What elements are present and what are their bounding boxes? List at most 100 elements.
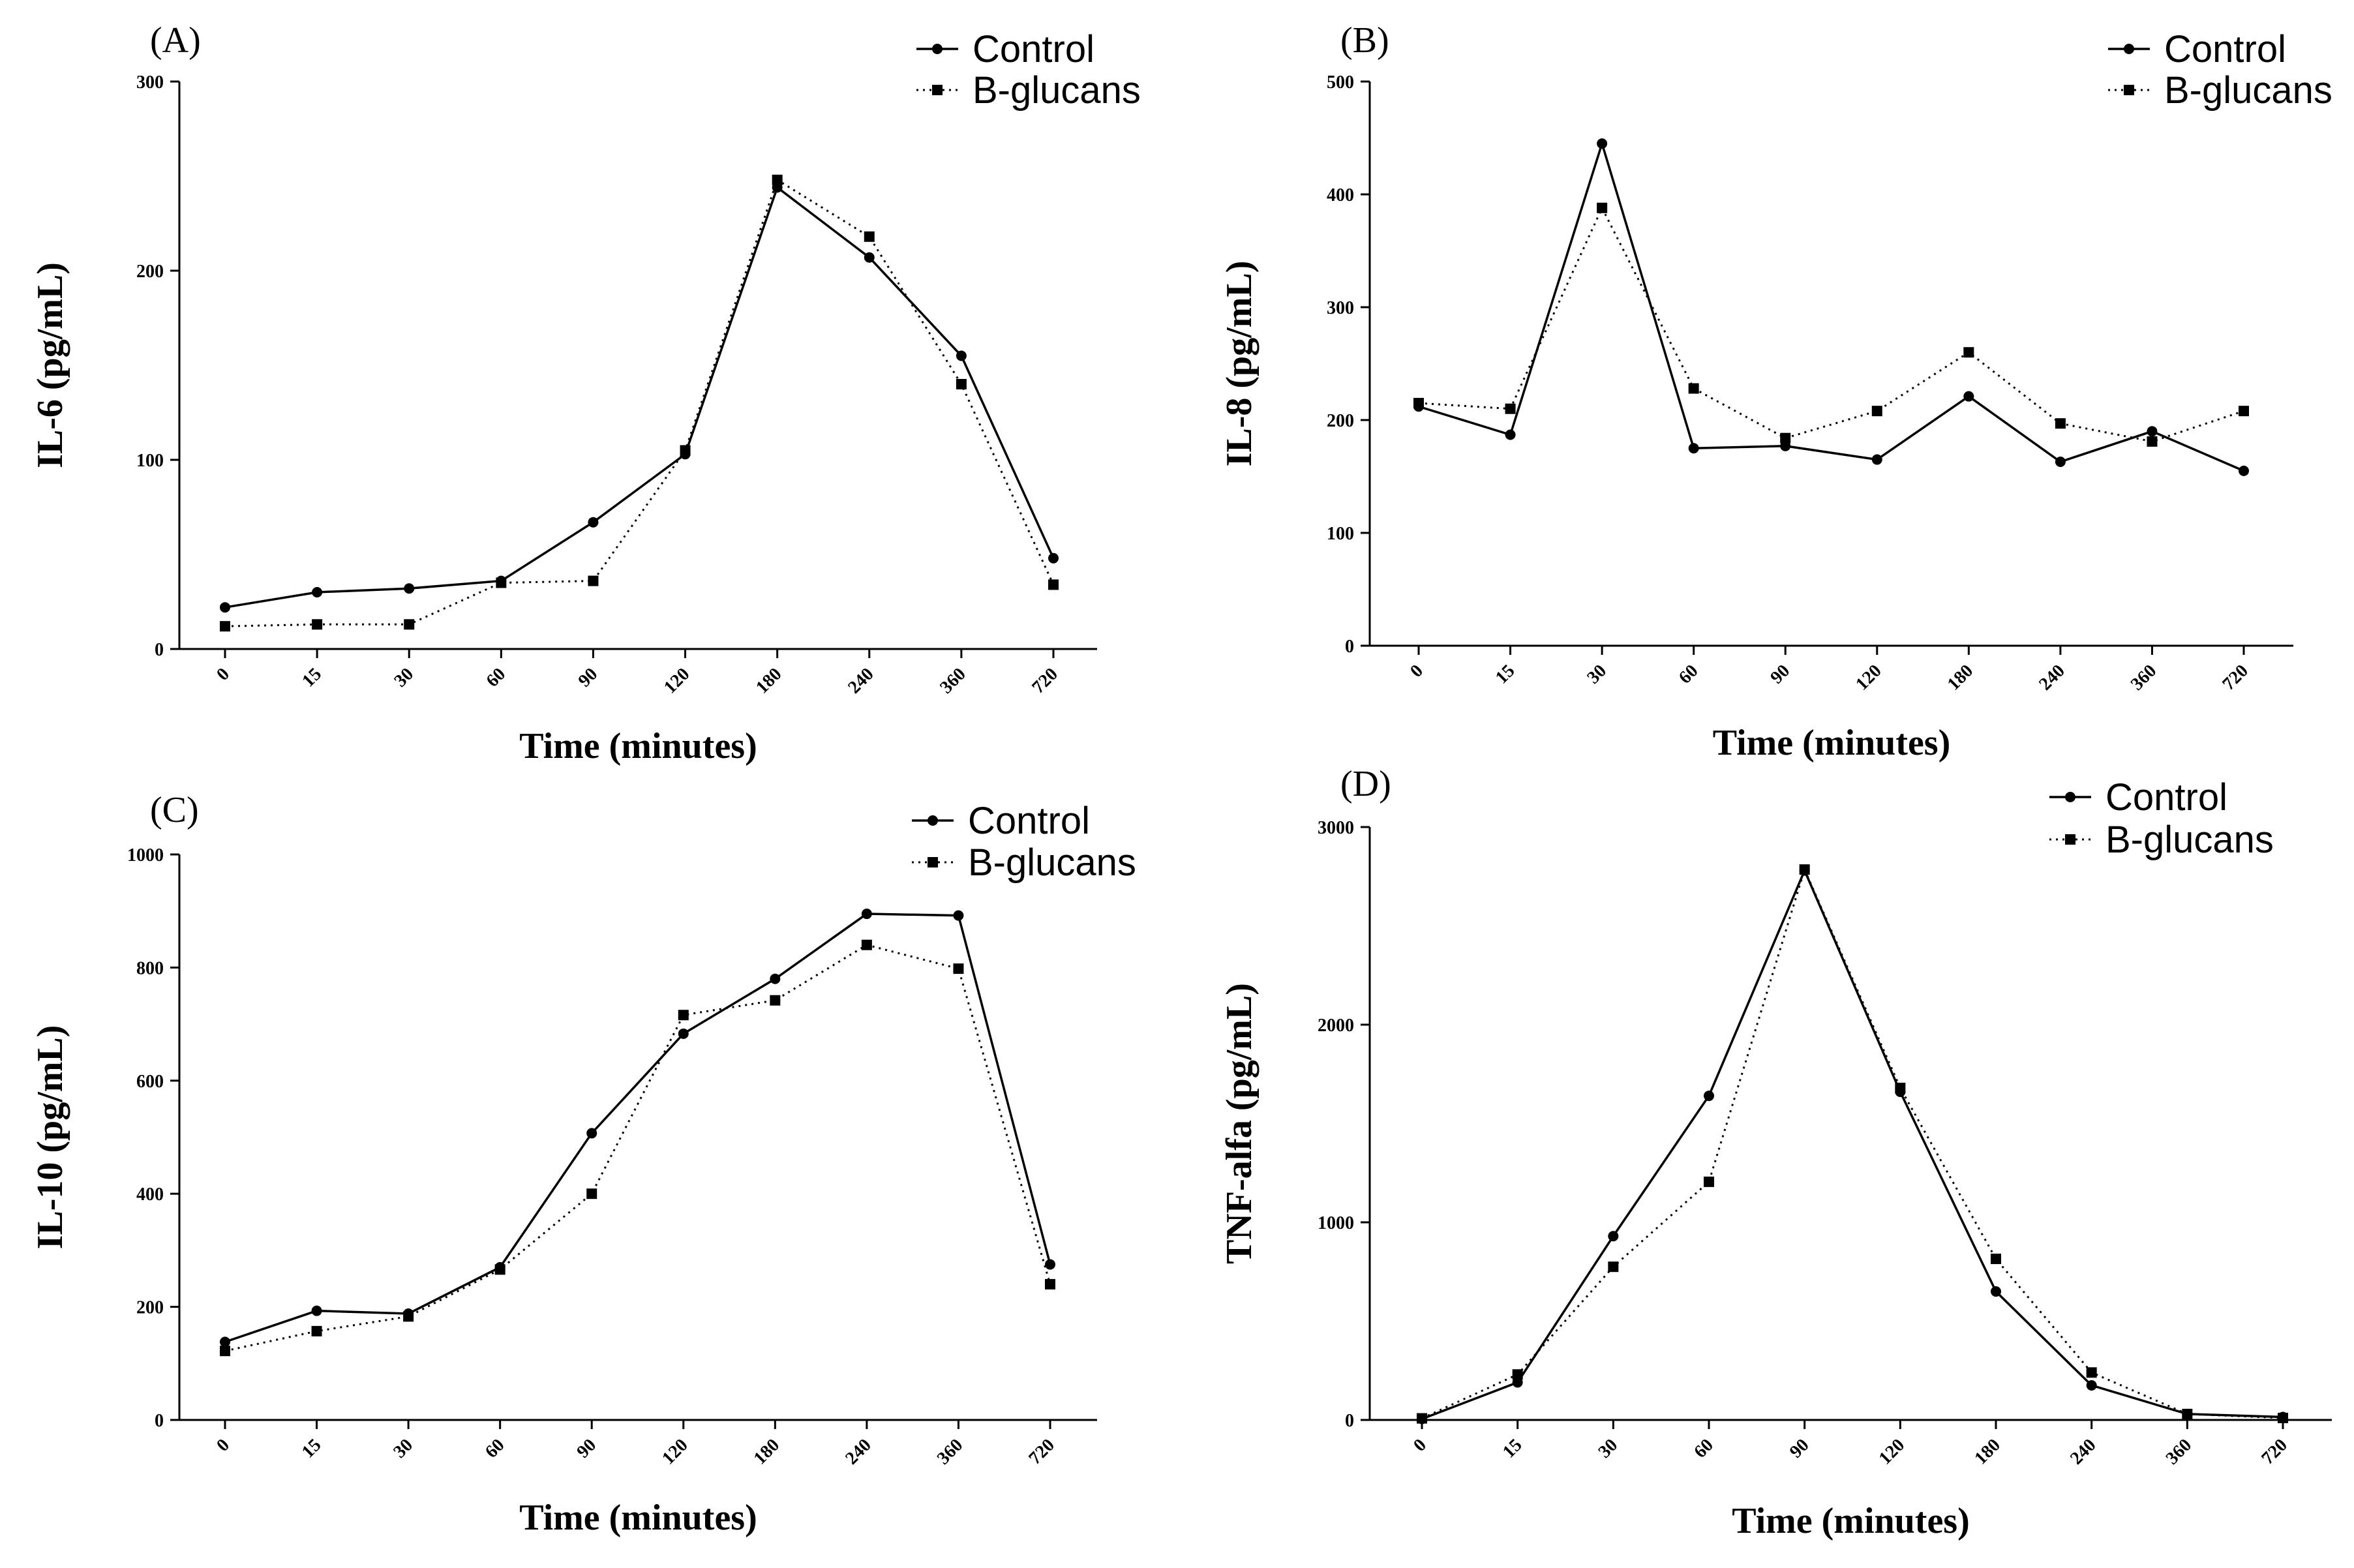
panel-b-y-axis-title: IL-8 (pg/mL) xyxy=(1219,261,1260,467)
panel-c-y-tick-label: 200 xyxy=(136,1298,164,1318)
panel-d-y-tick-label: 3000 xyxy=(1318,818,1354,838)
panel-a-series-control-point xyxy=(220,602,230,613)
panel-b-y-tick-label: 100 xyxy=(1327,524,1354,544)
panel-c-x-tick-label: 30 xyxy=(389,1435,417,1462)
panel-c-series-control-point xyxy=(770,973,781,984)
panel-c-series-b-glucans-point xyxy=(770,995,781,1006)
panel-a-x-tick-label: 30 xyxy=(390,664,417,691)
panel-b-x-tick-label: 15 xyxy=(1492,661,1519,688)
panel-b-series-b-glucans-point xyxy=(1780,432,1791,444)
panel-d-series-b-glucans-point xyxy=(1799,864,1810,875)
panel-a-x-tick-label: 0 xyxy=(213,664,234,685)
panel-d-series-control-point xyxy=(2086,1380,2097,1391)
panel-c-series-b-glucans-point xyxy=(1045,1278,1055,1289)
panel-d-series-b-glucans-point xyxy=(2086,1367,2097,1378)
panel-b-series-control-point xyxy=(1505,429,1516,440)
panel-a-y-tick-label: 200 xyxy=(136,262,164,282)
panel-a-x-axis-title: Time (minutes) xyxy=(519,726,757,766)
panel-a-y-tick-label: 100 xyxy=(136,451,164,471)
panel-d-series-b-glucans-point xyxy=(1417,1413,1427,1424)
panel-c-y-tick-label: 400 xyxy=(136,1184,164,1205)
panel-d-x-tick-label: 180 xyxy=(1970,1435,2004,1469)
panel-c-series-b-glucans-point xyxy=(494,1264,506,1275)
panel-b-series-b-glucans-point xyxy=(2239,406,2249,417)
panel-d-series-control-line xyxy=(1421,867,2284,1421)
panel-d-x-tick-label: 240 xyxy=(2066,1435,2100,1469)
panel-d-legend-label-control: Control xyxy=(2105,776,2227,819)
panel-a-y-tick-label: 0 xyxy=(155,640,164,660)
panel-a-series-control-line xyxy=(224,185,1055,609)
panel-b-series-control-point xyxy=(2239,465,2249,476)
panel-c-x-tick-label: 360 xyxy=(933,1435,967,1469)
panel-c-y-tick-label: 600 xyxy=(136,1072,164,1092)
panel-c-y-tick-label: 800 xyxy=(136,958,164,978)
panel-d-series-b-glucans-point xyxy=(2182,1408,2193,1419)
panel-d-series-b-glucans-line xyxy=(1421,866,2284,1419)
panel-a-legend-marker-control xyxy=(932,44,943,54)
panel-a-legend-marker-b-glucans xyxy=(932,85,943,95)
panel-b-x-tick-label: 90 xyxy=(1766,661,1794,688)
panel-b-series-control-point xyxy=(2055,457,2066,468)
panel-a-series-b-glucans-point xyxy=(312,619,323,630)
panel-a-series-b-glucans-point xyxy=(496,577,507,588)
panel-d-legend-marker-b-glucans xyxy=(2065,834,2075,845)
panel-b-x-tick-label: 0 xyxy=(1406,661,1427,682)
panel-a-series-b-glucans-point xyxy=(1048,579,1059,590)
panel-a-y-tick-label: 300 xyxy=(136,72,164,93)
panel-d-y-tick-label: 2000 xyxy=(1318,1016,1354,1036)
panel-a-series-b-glucans-point xyxy=(864,231,875,242)
panel-c-series-b-glucans-point xyxy=(311,1325,322,1336)
panel-a-series-b-glucans-line xyxy=(224,178,1055,627)
panel-a-series-control-point xyxy=(404,583,415,594)
panel-d-legend-label-b-glucans: B-glucans xyxy=(2105,819,2274,861)
panel-c-series-b-glucans-point xyxy=(861,939,872,950)
panel-d-series-b-glucans-point xyxy=(1895,1082,1906,1093)
panel-d-series-b-glucans-point xyxy=(1512,1369,1523,1380)
panel-c-x-axis-title: Time (minutes) xyxy=(519,1498,757,1538)
panel-a-series-control-point xyxy=(1048,552,1059,564)
panel-c: 0 200 400 600 800 1000 0 15 30 60 90 120 180 240 360 72… xyxy=(30,790,1136,1538)
panel-b-legend-label-b-glucans: B-glucans xyxy=(2164,69,2332,112)
panel-c-x-tick-label: 60 xyxy=(481,1435,509,1462)
panel-a-series-b-glucans-point xyxy=(680,445,691,456)
panel-d-x-tick-label: 60 xyxy=(1690,1435,1717,1462)
panel-a-series-b-glucans-point xyxy=(220,621,230,632)
panel-d-series-control-point xyxy=(1512,1377,1523,1388)
panel-d: 0 1000 2000 3000 0 15 30 60 90 120 180 240 360 720 Tim… xyxy=(1219,764,2332,1541)
panel-b-y-tick-label: 200 xyxy=(1327,411,1354,431)
panel-d-x-axis-title: Time (minutes) xyxy=(1732,1501,1970,1541)
panel-b-x-axis-title: Time (minutes) xyxy=(1713,723,1951,763)
panel-b-series-b-glucans-line xyxy=(1418,205,2244,443)
panel-b-y-tick-label: 300 xyxy=(1327,298,1354,318)
panel-a-x-tick-label: 240 xyxy=(844,664,878,698)
panel-a-label: (A) xyxy=(150,20,201,61)
panel-c-legend-marker-b-glucans xyxy=(928,857,938,867)
panel-a-x-tick-label: 360 xyxy=(936,664,970,698)
panel-c-series-control-point xyxy=(220,1336,230,1348)
panel-c-series-b-glucans-point xyxy=(953,963,964,974)
panel-d-series-b-glucans-point xyxy=(1991,1254,2001,1265)
panel-a-y-axis-title: IL-6 (pg/mL) xyxy=(30,262,70,468)
panel-d-series-b-glucans-point xyxy=(1704,1176,1714,1187)
panel-d-y-axis-title: TNF-alfa (pg/mL) xyxy=(1219,983,1260,1264)
panel-c-x-tick-label: 0 xyxy=(213,1435,234,1456)
panel-c-series-b-glucans-point xyxy=(220,1346,230,1357)
panel-c-x-tick-label: 15 xyxy=(298,1435,325,1462)
panel-b-x-tick-label: 120 xyxy=(1852,661,1886,695)
panel-b-series-control-point xyxy=(1871,454,1882,465)
panel-d-x-tick-label: 90 xyxy=(1786,1435,1813,1462)
panel-b-series-b-glucans-point xyxy=(2147,436,2158,447)
panel-a-series-b-glucans-point xyxy=(588,575,599,586)
panel-c-label: (C) xyxy=(150,790,199,830)
panel-b-y-tick-label: 0 xyxy=(1345,637,1354,657)
panel-c-series-b-glucans-point xyxy=(586,1188,597,1199)
panel-c-x-tick-label: 720 xyxy=(1025,1435,1059,1469)
panel-d-y-tick-label: 0 xyxy=(1345,1411,1354,1431)
panel-b-x-tick-label: 360 xyxy=(2127,661,2161,695)
panel-b-y-tick-label: 400 xyxy=(1327,185,1354,205)
panel-c-series-b-glucans-point xyxy=(403,1311,414,1322)
panel-d-series-control-point xyxy=(1608,1231,1619,1242)
